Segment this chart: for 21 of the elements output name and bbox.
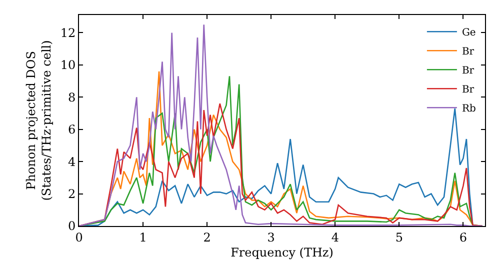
x-axis-title: Frequency (THz) [230,245,334,260]
x-tick-label: 2 [203,230,211,244]
y-tick-label: 2 [68,186,76,201]
y-tick-label: 8 [68,90,76,104]
legend-label: Br [462,66,474,77]
y-tick-label: 10 [60,58,76,72]
x-tick-label: 1 [139,230,147,244]
y-tick-label: 4 [68,154,76,169]
x-tick-label: 3 [267,230,275,244]
legend-label: Br [462,84,474,96]
y-tick-label: 12 [60,26,76,40]
line-series [79,24,484,226]
x-tick-label: 5 [395,230,404,244]
y-axis-title: Phonon projected DOS (States/THz·primitive cell) [24,40,54,201]
legend-label: Br [462,46,474,58]
x-tick-label: 4 [331,230,340,244]
y-tick-label: 0 [68,219,76,234]
legend-label: Ge [462,28,476,39]
y-tick-label: 6 [68,122,76,137]
legend-label: Rb [462,104,476,115]
x-tick-label: 6 [459,230,468,244]
